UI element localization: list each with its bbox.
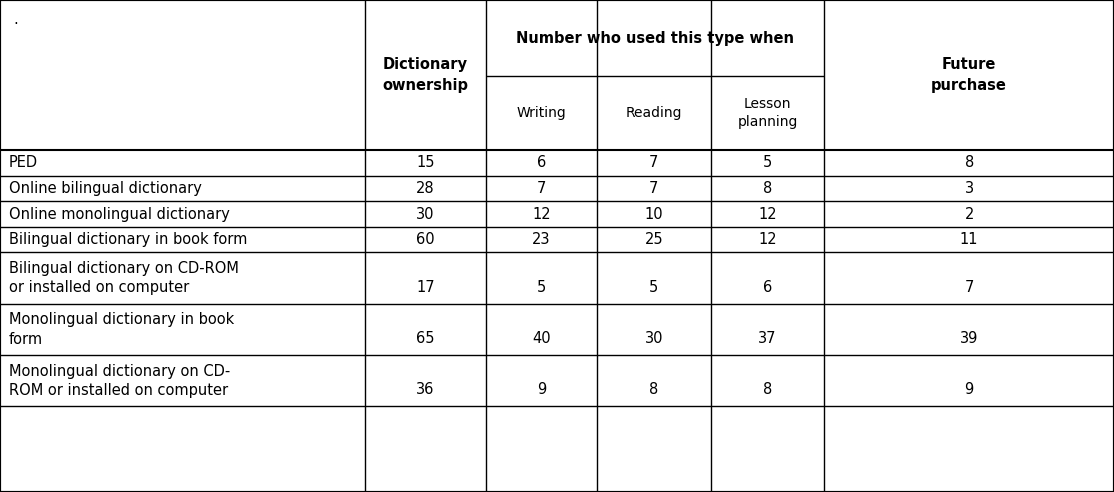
- Text: Number who used this type when: Number who used this type when: [516, 31, 794, 46]
- Text: Bilingual dictionary on CD-ROM
or installed on computer: Bilingual dictionary on CD-ROM or instal…: [9, 261, 238, 296]
- Text: Online bilingual dictionary: Online bilingual dictionary: [9, 181, 202, 196]
- Text: 12: 12: [759, 232, 776, 247]
- Text: Dictionary
ownership: Dictionary ownership: [382, 57, 469, 93]
- Text: 7: 7: [537, 181, 546, 196]
- Text: 5: 5: [763, 155, 772, 170]
- Text: 39: 39: [960, 331, 978, 346]
- Text: 6: 6: [763, 280, 772, 295]
- Text: 36: 36: [417, 382, 434, 397]
- Text: Monolingual dictionary in book
form: Monolingual dictionary in book form: [9, 312, 234, 347]
- Text: 8: 8: [965, 155, 974, 170]
- Text: 7: 7: [649, 181, 658, 196]
- Text: 65: 65: [417, 331, 434, 346]
- Text: 40: 40: [532, 331, 550, 346]
- Text: Bilingual dictionary in book form: Bilingual dictionary in book form: [9, 232, 247, 247]
- Text: 8: 8: [649, 382, 658, 397]
- Text: Lesson
planning: Lesson planning: [737, 97, 798, 129]
- Text: 17: 17: [417, 280, 434, 295]
- Text: PED: PED: [9, 155, 38, 170]
- Text: Reading: Reading: [626, 106, 682, 120]
- Text: 30: 30: [645, 331, 663, 346]
- Text: 9: 9: [965, 382, 974, 397]
- Text: 7: 7: [965, 280, 974, 295]
- Text: 5: 5: [537, 280, 546, 295]
- Text: 28: 28: [417, 181, 434, 196]
- Text: Future
purchase: Future purchase: [931, 57, 1007, 93]
- Text: 6: 6: [537, 155, 546, 170]
- Text: 12: 12: [759, 207, 776, 221]
- Text: 2: 2: [965, 207, 974, 221]
- Text: 9: 9: [537, 382, 546, 397]
- Text: 8: 8: [763, 382, 772, 397]
- Text: 12: 12: [532, 207, 550, 221]
- Text: 25: 25: [645, 232, 663, 247]
- Text: 3: 3: [965, 181, 974, 196]
- Text: Writing: Writing: [517, 106, 566, 120]
- Text: .: .: [13, 12, 18, 27]
- Text: 10: 10: [645, 207, 663, 221]
- Text: Online monolingual dictionary: Online monolingual dictionary: [9, 207, 229, 221]
- Text: 15: 15: [417, 155, 434, 170]
- Text: 5: 5: [649, 280, 658, 295]
- Text: 23: 23: [532, 232, 550, 247]
- Text: 7: 7: [649, 155, 658, 170]
- Text: 11: 11: [960, 232, 978, 247]
- Text: 30: 30: [417, 207, 434, 221]
- Text: Monolingual dictionary on CD-
ROM or installed on computer: Monolingual dictionary on CD- ROM or ins…: [9, 364, 231, 398]
- Text: 60: 60: [417, 232, 434, 247]
- Text: 37: 37: [759, 331, 776, 346]
- Text: 8: 8: [763, 181, 772, 196]
